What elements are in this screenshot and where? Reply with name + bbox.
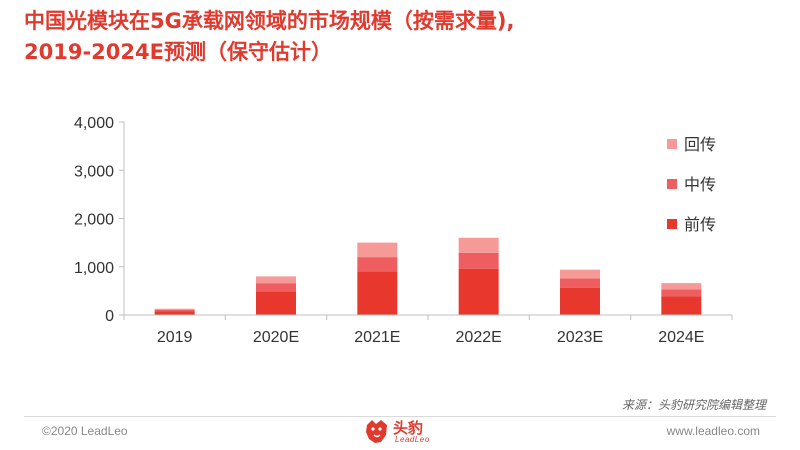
bar-segment <box>256 291 296 315</box>
footer-divider <box>24 416 776 417</box>
bar-segment <box>357 257 398 272</box>
x-tick-label: 2023E <box>557 329 603 346</box>
x-tick-label: 2021E <box>354 329 400 346</box>
x-tick-label: 2020E <box>253 329 299 346</box>
legend-label: 中传 <box>684 175 716 194</box>
bar-segment <box>560 278 600 288</box>
y-tick-label: 1,000 <box>74 260 114 277</box>
x-tick-label: 2024E <box>658 329 704 346</box>
source-note: 来源：头豹研究院编辑整理 <box>621 398 766 412</box>
y-tick-label: 2,000 <box>74 212 114 229</box>
logo-text: 头豹 <box>393 419 424 437</box>
bar-segment <box>458 252 499 269</box>
title-line-2: 2019-2024E预测（保守估计） <box>24 40 332 64</box>
legend-swatch <box>667 219 677 229</box>
bar-segment <box>256 276 296 284</box>
x-tick-label: 2022E <box>456 329 502 346</box>
bar-segment <box>154 309 195 312</box>
bar-segment <box>154 311 195 315</box>
bar-segment <box>560 269 600 279</box>
x-tick-label: 2019 <box>157 329 193 346</box>
bar-segment <box>256 283 296 292</box>
legend-label: 前传 <box>684 215 716 234</box>
bar-segment <box>154 308 195 310</box>
legend-swatch <box>667 179 677 189</box>
bar-segment <box>357 271 398 315</box>
y-axis: 0 1,000 2,000 3,000 4,000 <box>74 115 125 325</box>
bar-segment <box>560 287 600 315</box>
footer-copyright: ©2020 LeadLeo <box>42 424 128 438</box>
bar-segment <box>458 268 499 315</box>
y-tick-label: 0 <box>105 308 114 325</box>
bar-segment <box>661 296 702 315</box>
bar-segment <box>661 289 702 297</box>
footer-website: www.leadleo.com <box>666 424 760 438</box>
bar-segment <box>458 237 499 253</box>
title-line-1: 中国光模块在5G承载网领域的市场规模（按需求量), <box>24 9 515 33</box>
bars-group <box>154 237 702 315</box>
page-title: 中国光模块在5G承载网领域的市场规模（按需求量), 2019-2024E预测（保… <box>24 6 784 68</box>
legend-swatch <box>667 139 677 149</box>
x-axis: 2019 2020E 2021E 2022E 2023E 2024E <box>123 314 733 346</box>
bar-segment <box>661 283 702 290</box>
stacked-bar-chart: 0 1,000 2,000 3,000 4,000 2019 2020E 2021E 2022… <box>74 115 733 346</box>
leopard-head-icon <box>366 420 387 443</box>
brand-logo: 头豹 LeadLeo <box>363 417 443 447</box>
logo-subtext: LeadLeo <box>395 435 430 444</box>
bar-segment <box>357 242 398 258</box>
y-tick-label: 3,000 <box>74 163 114 180</box>
y-tick-label: 4,000 <box>74 115 114 132</box>
legend-label: 回传 <box>684 135 716 154</box>
